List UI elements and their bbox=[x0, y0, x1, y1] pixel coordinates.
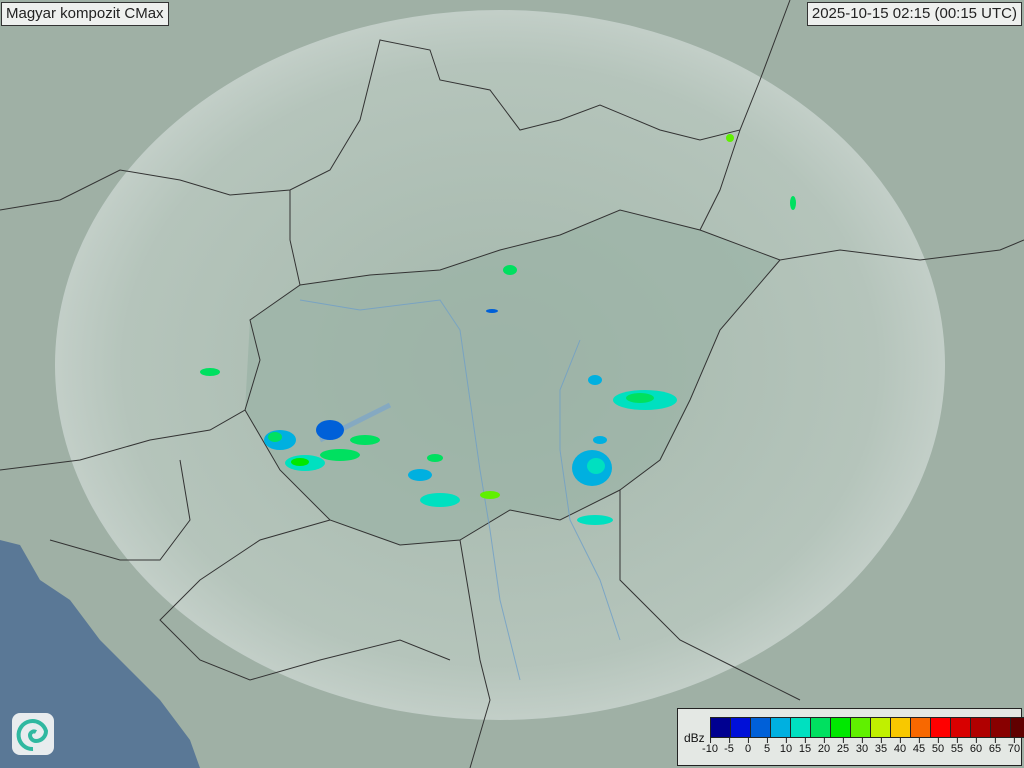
legend-tick-label: 50 bbox=[931, 738, 945, 755]
legend-swatch bbox=[951, 718, 971, 737]
legend-swatch bbox=[811, 718, 831, 737]
timestamp-label: 2025-10-15 02:15 (00:15 UTC) bbox=[806, 2, 1022, 26]
map-title: Magyar kompozit CMax bbox=[1, 2, 169, 26]
legend-swatch bbox=[831, 718, 851, 737]
legend-swatch bbox=[911, 718, 931, 737]
legend-tick-label: 70 bbox=[1007, 738, 1021, 755]
swirl-logo-icon bbox=[12, 713, 54, 755]
adriatic-sea bbox=[0, 540, 200, 768]
legend-swatch bbox=[851, 718, 871, 737]
legend-tick-label: 40 bbox=[893, 738, 907, 755]
legend-swatch bbox=[871, 718, 891, 737]
legend-swatch bbox=[1011, 718, 1024, 737]
legend-tick-label: 5 bbox=[763, 738, 771, 755]
legend-swatch bbox=[771, 718, 791, 737]
legend-swatch bbox=[731, 718, 751, 737]
legend-swatch bbox=[711, 718, 731, 737]
legend-swatch bbox=[791, 718, 811, 737]
legend-swatch bbox=[971, 718, 991, 737]
legend-ticks: -10 -5 0 5 10 15 20 25 30 35 40 45 50 55 60 65 70 bbox=[702, 738, 1020, 763]
legend-swatch bbox=[891, 718, 911, 737]
legend-tick-label: 45 bbox=[912, 738, 926, 755]
legend-tick-label: 25 bbox=[836, 738, 850, 755]
legend-tick-label: 60 bbox=[969, 738, 983, 755]
legend-swatch bbox=[931, 718, 951, 737]
legend-tick-label: 35 bbox=[874, 738, 888, 755]
legend-tick-label: -10 bbox=[702, 738, 718, 755]
legend-tick-label: 30 bbox=[855, 738, 869, 755]
legend-tick-label: 10 bbox=[779, 738, 793, 755]
legend-color-bar bbox=[710, 717, 1024, 738]
legend-tick-label: 0 bbox=[744, 738, 752, 755]
legend-tick-label: 65 bbox=[988, 738, 1002, 755]
legend-unit: dBz bbox=[684, 731, 705, 745]
legend-swatch bbox=[991, 718, 1011, 737]
legend-swatch bbox=[751, 718, 771, 737]
legend-tick-label: -5 bbox=[724, 738, 734, 755]
legend-tick-label: 15 bbox=[798, 738, 812, 755]
hungary-region bbox=[245, 210, 780, 545]
radar-echoes bbox=[200, 134, 796, 525]
legend-tick-label: 55 bbox=[950, 738, 964, 755]
dbz-color-legend: dBz -10 -5 0 5 10 15 20 25 30 35 40 45 50 55 60 65 70 bbox=[677, 708, 1024, 766]
legend-tick-label: 20 bbox=[817, 738, 831, 755]
